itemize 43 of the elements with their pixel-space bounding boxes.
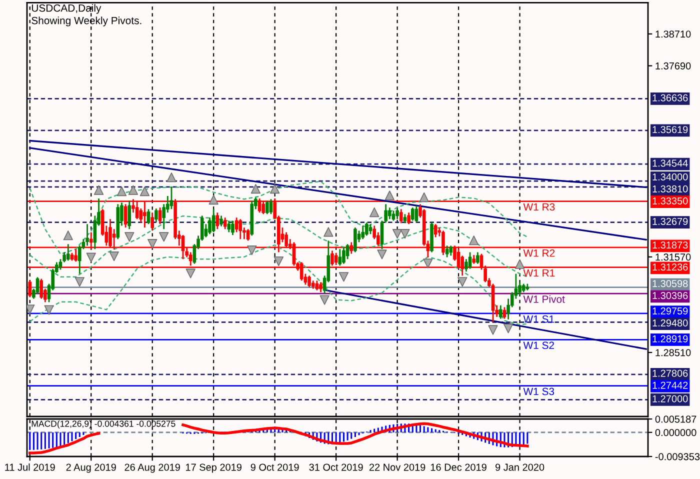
y-tick-label: 0.000000 — [655, 429, 696, 436]
x-tick-label: 9 Jan 2020 — [496, 464, 544, 471]
ref-line-label: 1.35619 — [652, 126, 688, 134]
ref-line-label: 1.34544 — [652, 160, 688, 167]
y-tick-label: 0.005187 — [655, 416, 696, 423]
chart-title: USDCAD,Daily — [32, 4, 102, 14]
y-tick-label: 1.31570 — [656, 254, 691, 261]
annotation: W1 S1 — [523, 315, 554, 323]
x-tick-label: 2 Aug 2019 — [66, 464, 116, 473]
ref-line-label: 1.30396 — [652, 292, 688, 300]
annotation: W1 Pivot — [523, 295, 565, 303]
ref-line-label: 1.27442 — [652, 382, 688, 389]
x-tick-label: 16 Dec 2019 — [430, 464, 486, 471]
ref-line-label: 1.31873 — [652, 242, 688, 249]
ref-line-label: 1.36636 — [652, 94, 688, 102]
x-tick-label: 26 Aug 2019 — [124, 464, 180, 473]
text: Showing Weekly Pivots. — [32, 16, 142, 26]
ref-line-label: 1.29759 — [652, 307, 688, 315]
annotation: W1 S3 — [523, 388, 554, 396]
annotation: W1 R1 — [523, 269, 555, 277]
y-tick-label: 1.37690 — [656, 62, 691, 70]
annotation: W1 S2 — [523, 342, 554, 350]
y-tick-label: -0.009353 — [655, 453, 700, 460]
ref-line-label: 1.27806 — [652, 370, 688, 377]
ref-line-label: 1.28919 — [652, 335, 688, 342]
ref-line-label: 1.33350 — [652, 197, 688, 204]
annotation: W1 R3 — [523, 203, 555, 211]
annotation: W1 R2 — [523, 249, 555, 257]
x-tick-label: 17 Sep 2019 — [186, 464, 242, 473]
ref-line-label: 1.34000 — [652, 173, 688, 180]
ref-line-label: 1.31236 — [652, 264, 688, 271]
ref-line-label: 1.32679 — [652, 218, 688, 225]
ref-line-label: 1.29480 — [652, 319, 688, 327]
y-tick-label: 1.38710 — [656, 30, 691, 38]
ref-line-label: 1.30598 — [652, 280, 688, 288]
x-tick-label: 9 Oct 2019 — [250, 464, 299, 471]
chart-title: MACD(12,26,9) -0.004361 -0.005275 — [32, 420, 176, 429]
x-tick-label: 11 Jul 2019 — [5, 463, 55, 471]
y-tick-label: 1.28510 — [656, 349, 691, 356]
ref-line-label: 1.27000 — [652, 395, 688, 402]
x-tick-label: 31 Oct 2019 — [309, 464, 363, 471]
x-tick-label: 22 Nov 2019 — [369, 464, 426, 471]
ref-line-label: 1.33810 — [652, 185, 688, 192]
